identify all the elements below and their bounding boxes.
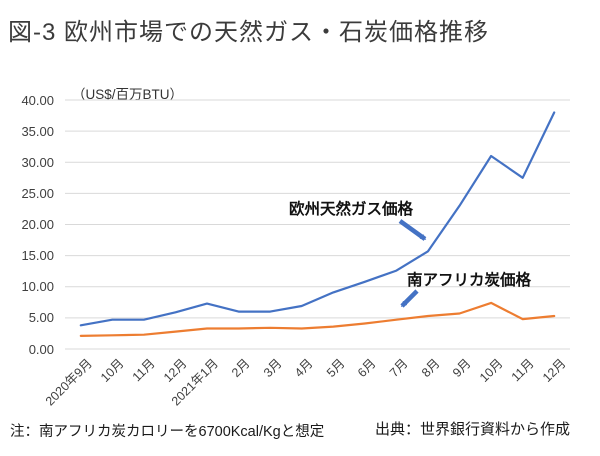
gas-series-annotation-label: 欧州天然ガス価格	[289, 201, 414, 218]
gridlines-and-series	[65, 99, 570, 350]
y-axis-tick-label: 25.00	[21, 185, 54, 201]
y-axis-tick-label: 40.00	[21, 92, 54, 108]
series-line-coal	[79, 301, 556, 337]
y-axis-tick-label: 10.00	[21, 279, 54, 295]
y-axis-tick-label: 0.00	[28, 341, 54, 357]
y-axis-unit-label: （US$/百万BTU）	[72, 87, 184, 102]
y-axis-tick-label: 15.00	[21, 248, 54, 264]
coal-annotation-arrow-icon	[400, 289, 419, 308]
y-axis-tick-label: 30.00	[21, 154, 54, 170]
footnote-text: 注：南アフリカ炭カロリーを6700Kcal/Kgと想定	[10, 424, 325, 440]
y-axis-tick-label: 35.00	[21, 123, 54, 139]
chart-title: 図-3 欧州市場での天然ガス・石炭価格推移	[8, 19, 490, 46]
series-line-gas	[79, 111, 556, 327]
source-text: 出典：世界銀行資料から作成	[375, 421, 571, 438]
y-axis-tick-label: 20.00	[21, 217, 54, 232]
gas-annotation-arrow-icon	[398, 219, 427, 241]
coal-series-annotation-label: 南アフリカ炭価格	[407, 272, 532, 289]
y-axis-tick-label: 5.00	[28, 310, 54, 326]
